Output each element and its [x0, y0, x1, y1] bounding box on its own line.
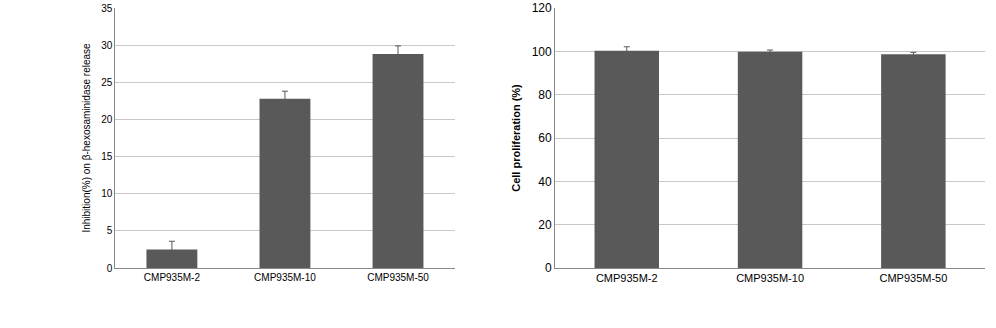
svg-text:120: 120	[532, 1, 552, 15]
svg-text:0: 0	[107, 263, 113, 274]
svg-text:80: 80	[538, 88, 552, 102]
svg-text:100: 100	[532, 45, 552, 59]
svg-text:35: 35	[101, 3, 113, 14]
svg-text:20: 20	[538, 218, 552, 232]
svg-text:CMP935M-50: CMP935M-50	[367, 272, 429, 283]
svg-text:60: 60	[538, 131, 552, 145]
svg-text:25: 25	[101, 77, 113, 88]
svg-text:Inhibition(%) on β-hexosaminid: Inhibition(%) on β-hexosaminidase releas…	[81, 43, 92, 233]
svg-text:15: 15	[101, 151, 113, 162]
svg-text:CMP935M-50: CMP935M-50	[879, 272, 947, 284]
svg-text:CMP935M-2: CMP935M-2	[596, 272, 658, 284]
svg-text:20: 20	[101, 114, 113, 125]
svg-text:CMP935M-10: CMP935M-10	[254, 272, 316, 283]
svg-text:Cell proliferation (%): Cell proliferation (%)	[510, 84, 522, 192]
svg-text:5: 5	[107, 225, 113, 236]
svg-text:30: 30	[101, 40, 113, 51]
svg-text:CMP935M-10: CMP935M-10	[736, 272, 804, 284]
svg-text:0: 0	[545, 261, 552, 275]
svg-text:10: 10	[101, 188, 113, 199]
svg-text:CMP935M-2: CMP935M-2	[144, 272, 201, 283]
svg-text:40: 40	[538, 175, 552, 189]
